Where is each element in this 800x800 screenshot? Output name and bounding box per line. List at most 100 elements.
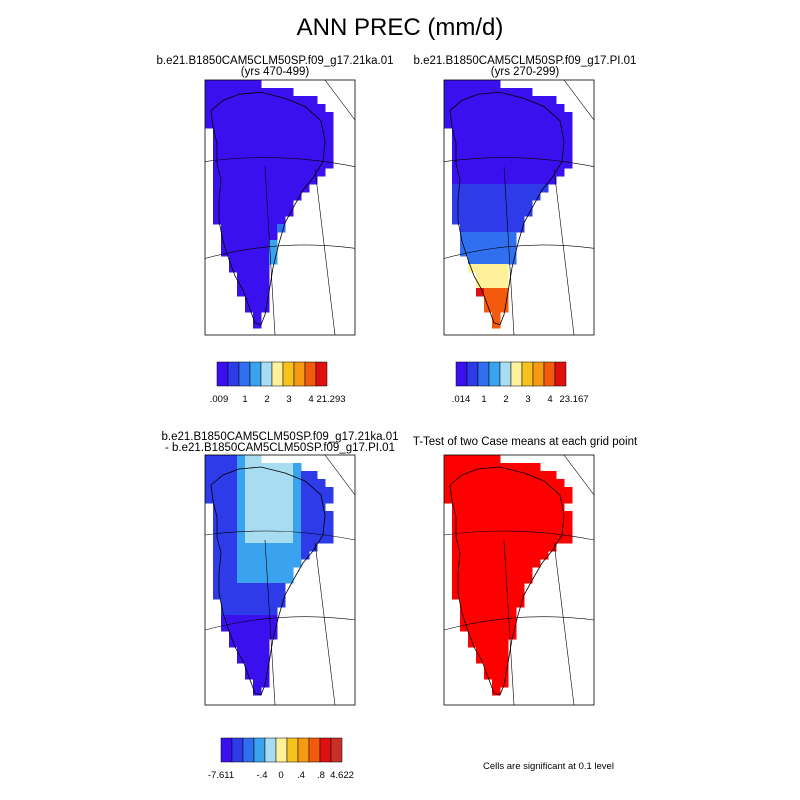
grid-cell	[237, 272, 246, 281]
grid-cell	[261, 88, 270, 97]
grid-cell	[508, 575, 517, 584]
grid-cell	[500, 112, 509, 121]
grid-cell	[237, 623, 246, 632]
grid-cell	[205, 120, 214, 129]
grid-cell	[548, 120, 557, 129]
grid-cell	[468, 615, 477, 624]
grid-cell	[540, 471, 549, 480]
grid-cell	[556, 511, 565, 520]
grid-cell	[444, 495, 453, 504]
grid-cell	[221, 591, 230, 600]
grid-cell	[221, 487, 230, 496]
grid-cell	[476, 216, 485, 225]
grid-cell	[213, 192, 222, 201]
grid-cell	[500, 663, 509, 672]
grid-cell	[277, 96, 286, 105]
grid-cell	[508, 88, 517, 97]
grid-cell	[452, 104, 461, 113]
grid-cell	[301, 160, 310, 169]
grid-cell	[229, 176, 238, 185]
grid-cell	[229, 80, 238, 89]
grid-cell	[540, 527, 549, 536]
colorbar-swatch	[260, 361, 273, 387]
grid-cell	[468, 503, 477, 512]
grid-cell	[229, 519, 238, 528]
grid-cell	[500, 591, 509, 600]
grid-cell	[532, 551, 541, 560]
grid-cell	[484, 551, 493, 560]
grid-cell	[269, 535, 278, 544]
grid-cell	[309, 176, 318, 185]
grid-cell	[213, 88, 222, 97]
grid-cell	[261, 623, 270, 632]
grid-cell	[524, 567, 533, 576]
grid-cell	[309, 168, 318, 177]
colorbar-label: .014	[452, 394, 471, 405]
grid-cell	[317, 120, 326, 129]
grid-cell	[484, 487, 493, 496]
grid-cell	[237, 631, 246, 640]
grid-cell	[253, 479, 262, 488]
grid-cell	[540, 104, 549, 113]
grid-cell	[213, 120, 222, 129]
colorbar-label: .8	[317, 770, 325, 781]
grid-cell	[484, 224, 493, 233]
grid-cell	[516, 208, 525, 217]
grid-cell	[508, 495, 517, 504]
grid-cell	[277, 567, 286, 576]
grid-cell	[508, 232, 517, 241]
grid-cell	[500, 232, 509, 241]
grid-cell	[277, 559, 286, 568]
grid-cell	[484, 144, 493, 153]
grid-cell	[564, 144, 573, 153]
grid-cell	[460, 511, 469, 520]
grid-cell	[484, 607, 493, 616]
colorbar-swatch	[488, 361, 501, 387]
grid-cell	[508, 216, 517, 225]
grid-cell	[476, 232, 485, 241]
grid-cell	[508, 248, 517, 257]
latitude-line	[204, 157, 356, 167]
grid-cell	[237, 192, 246, 201]
grid-cell	[229, 471, 238, 480]
grid-cell	[221, 479, 230, 488]
grid-cell	[261, 296, 270, 305]
grid-cell	[229, 232, 238, 241]
grid-cell	[245, 519, 254, 528]
grid-cell	[452, 591, 461, 600]
grid-cell	[213, 511, 222, 520]
grid-cell	[444, 487, 453, 496]
grid-cell	[261, 208, 270, 217]
grid-cell	[548, 527, 557, 536]
grid-cell	[532, 543, 541, 552]
grid-cell	[492, 160, 501, 169]
grid-cell	[452, 192, 461, 201]
grid-cell	[468, 487, 477, 496]
grid-cell	[285, 192, 294, 201]
grid-cell	[452, 208, 461, 217]
grid-cell	[261, 176, 270, 185]
grid-cell	[285, 128, 294, 137]
grid-cell	[261, 663, 270, 672]
grid-cell	[484, 80, 493, 89]
grid-cell	[500, 655, 509, 664]
grid-cell	[245, 256, 254, 265]
grid-cell	[548, 535, 557, 544]
grid-cell	[285, 575, 294, 584]
grid-cell	[548, 495, 557, 504]
grid-cell	[476, 543, 485, 552]
grid-cell	[229, 128, 238, 137]
colorbar-swatch	[499, 361, 512, 387]
grid-cell	[532, 96, 541, 105]
grid-cell	[237, 583, 246, 592]
grid-cell	[516, 160, 525, 169]
grid-cell	[301, 551, 310, 560]
grid-cell	[476, 104, 485, 113]
grid-cell	[261, 288, 270, 297]
grid-cell	[532, 471, 541, 480]
grid-cell	[277, 495, 286, 504]
grid-cell	[229, 455, 238, 464]
grid-cell	[229, 535, 238, 544]
grid-cell	[301, 120, 310, 129]
grid-cell	[253, 208, 262, 217]
